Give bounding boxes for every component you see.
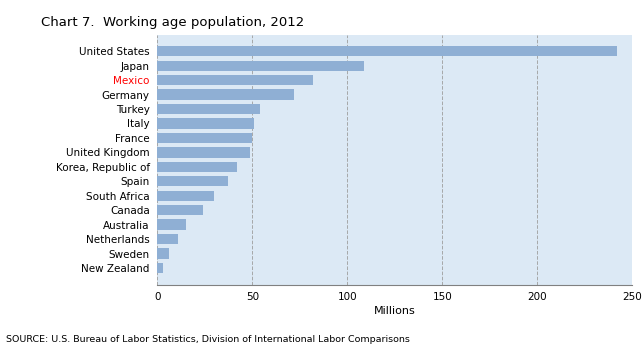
X-axis label: Millions: Millions bbox=[374, 306, 416, 316]
Bar bbox=[157, 75, 313, 85]
Text: SOURCE: U.S. Bureau of Labor Statistics, Division of International Labor Compari: SOURCE: U.S. Bureau of Labor Statistics,… bbox=[6, 335, 410, 344]
Bar bbox=[157, 176, 228, 186]
Bar bbox=[157, 248, 169, 259]
Bar bbox=[157, 46, 617, 57]
Bar bbox=[157, 60, 365, 71]
Text: Chart 7.  Working age population, 2012: Chart 7. Working age population, 2012 bbox=[41, 16, 304, 29]
Bar bbox=[157, 133, 252, 143]
Bar bbox=[157, 147, 250, 158]
Bar bbox=[157, 234, 178, 244]
Bar bbox=[157, 104, 260, 114]
Bar bbox=[157, 162, 237, 172]
Bar bbox=[157, 263, 163, 273]
Bar bbox=[157, 219, 186, 230]
Bar bbox=[157, 118, 254, 129]
Bar bbox=[157, 191, 214, 201]
Bar bbox=[157, 90, 294, 100]
Bar bbox=[157, 205, 203, 215]
